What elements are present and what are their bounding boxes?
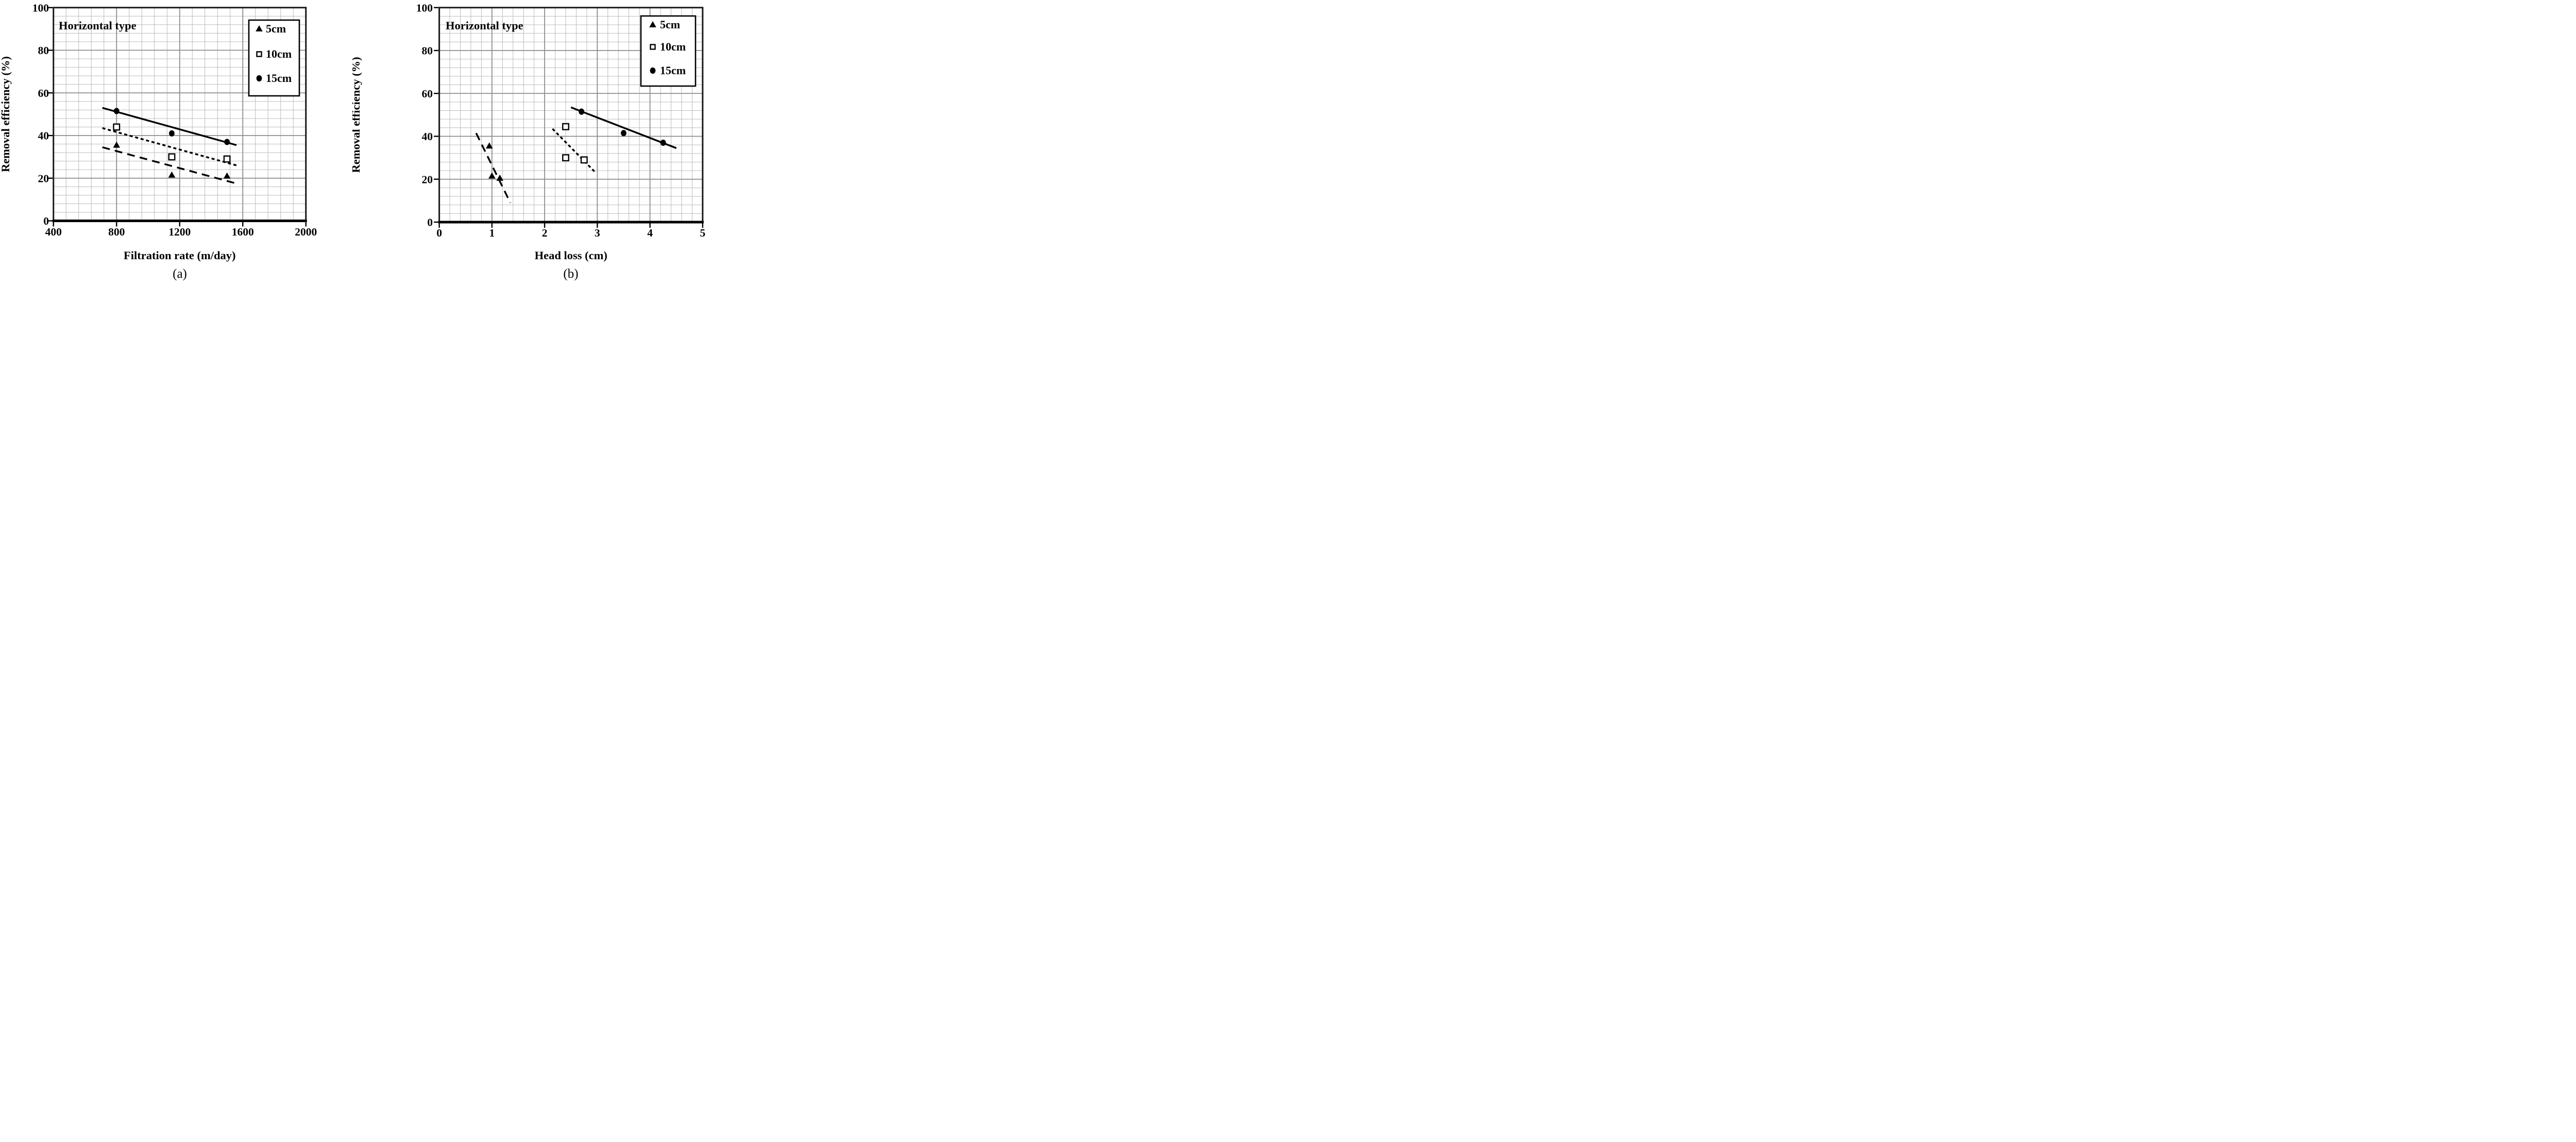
data-point-10cm [113, 123, 121, 131]
annotation-horizontal-type: Horizontal type [446, 19, 523, 32]
data-point-15cm [621, 130, 626, 137]
x-tick-label: 1 [489, 227, 495, 239]
trendline-5cm [475, 132, 512, 204]
data-point-15cm [169, 130, 175, 137]
trendline-15cm [570, 106, 677, 149]
x-tick-label: 5 [700, 227, 705, 239]
data-point-5cm [113, 141, 121, 148]
x-tick-label: 1200 [168, 226, 191, 238]
legend-box [640, 15, 697, 87]
data-point-5cm [488, 172, 496, 179]
y-tick-label: 0 [427, 216, 433, 229]
legend-label-15cm: 15cm [660, 64, 686, 77]
x-tick-label: 0 [436, 227, 442, 239]
y-tick-label: 40 [38, 130, 49, 142]
x-tick-label: 2 [542, 227, 548, 239]
legend-label-15cm: 15cm [266, 72, 292, 85]
x-tick-label: 800 [108, 226, 125, 238]
chart-b-caption: (b) [563, 267, 579, 281]
data-point-5cm [168, 171, 176, 178]
y-tick-label: 20 [422, 173, 433, 186]
trendline-5cm [102, 146, 237, 184]
y-tick-label: 80 [38, 44, 49, 57]
y-tick-label: 100 [32, 2, 49, 14]
trendline-10cm [102, 127, 237, 166]
x-tick-label: 3 [595, 227, 600, 239]
data-point-10cm [580, 156, 588, 164]
y-axis-title: Removal efficiency (%) [0, 56, 12, 172]
chart-a-caption: (a) [173, 267, 187, 281]
y-tick-label: 60 [38, 87, 49, 99]
y-tick-label: 80 [422, 45, 433, 57]
data-point-15cm [224, 139, 230, 145]
data-point-15cm [660, 139, 666, 146]
figure-canvas: 400 800 1200 1600 2000 0 20 40 60 80 100 Filtration… [0, 0, 705, 286]
data-point-10cm [562, 123, 569, 130]
legend-marker-5cm [256, 25, 263, 32]
legend-marker-10cm [256, 51, 262, 57]
x-axis-title: Filtration rate (m/day) [124, 249, 235, 262]
x-axis-title: Head loss (cm) [535, 249, 607, 262]
legend-marker-15cm [650, 67, 656, 74]
chart-a: 400 800 1200 1600 2000 0 20 40 60 80 100 Filtration… [0, 0, 352, 286]
legend-marker-5cm [649, 21, 656, 28]
annotation-horizontal-type: Horizontal type [59, 19, 137, 32]
legend-box [248, 19, 300, 97]
data-point-10cm [562, 154, 569, 162]
y-tick-label: 60 [422, 88, 433, 100]
legend-marker-10cm [650, 44, 656, 50]
legend-label-5cm: 5cm [660, 18, 680, 31]
data-point-15cm [113, 108, 120, 114]
y-tick-label: 20 [38, 172, 49, 184]
chart-b-canvas: 0 1 2 3 4 5 0 20 40 60 80 100 Head loss (cm) Removal … [352, 2, 705, 262]
legend-label-10cm: 10cm [660, 40, 686, 53]
x-tick-label: 400 [45, 226, 62, 238]
x-tick-label: 4 [647, 227, 653, 239]
y-tick-label: 40 [422, 130, 433, 143]
x-tick-label: 1600 [232, 226, 254, 238]
chart-b: 0 1 2 3 4 5 0 20 40 60 80 100 Head loss (cm) Removal … [352, 0, 705, 286]
y-tick-label: 100 [416, 2, 433, 14]
data-point-5cm [496, 174, 503, 181]
y-axis-title: Removal efficiency (%) [352, 57, 362, 173]
legend-label-10cm: 10cm [266, 47, 292, 60]
trendline-10cm [552, 128, 596, 173]
legend-label-5cm: 5cm [266, 22, 286, 35]
data-point-15cm [579, 108, 585, 115]
x-tick-label: 2000 [295, 226, 317, 238]
data-point-10cm [168, 153, 176, 161]
y-tick-label: 0 [43, 215, 49, 227]
trendline-15cm [102, 107, 237, 146]
legend-marker-15cm [256, 75, 262, 82]
data-point-5cm [223, 172, 231, 179]
chart-a-canvas: 400 800 1200 1600 2000 0 20 40 60 80 100 Filtration… [0, 2, 317, 262]
data-point-5cm [485, 142, 493, 149]
data-point-10cm [223, 155, 231, 163]
